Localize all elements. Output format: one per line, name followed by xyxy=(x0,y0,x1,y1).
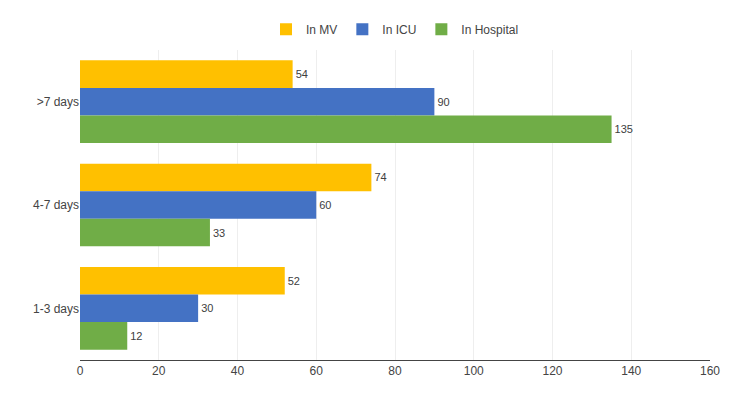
svg-text:30: 30 xyxy=(201,302,213,314)
svg-text:52: 52 xyxy=(288,275,300,287)
svg-text:90: 90 xyxy=(437,96,449,108)
svg-text:120: 120 xyxy=(542,364,562,378)
svg-text:100: 100 xyxy=(464,364,484,378)
svg-text:In Hospital: In Hospital xyxy=(461,23,518,37)
svg-text:54: 54 xyxy=(296,68,308,80)
svg-text:0: 0 xyxy=(77,364,84,378)
svg-text:1-3 days: 1-3 days xyxy=(33,302,79,316)
svg-text:160: 160 xyxy=(700,364,720,378)
svg-text:135: 135 xyxy=(615,123,633,135)
svg-text:60: 60 xyxy=(319,199,331,211)
svg-text:60: 60 xyxy=(310,364,324,378)
svg-text:20: 20 xyxy=(152,364,166,378)
svg-text:>7 days: >7 days xyxy=(37,95,79,109)
svg-text:12: 12 xyxy=(130,330,142,342)
svg-text:40: 40 xyxy=(231,364,245,378)
svg-text:In MV: In MV xyxy=(306,23,337,37)
svg-text:74: 74 xyxy=(374,171,386,183)
svg-text:In ICU: In ICU xyxy=(382,23,416,37)
svg-text:33: 33 xyxy=(213,227,225,239)
svg-text:140: 140 xyxy=(621,364,641,378)
svg-text:80: 80 xyxy=(388,364,402,378)
svg-text:4-7 days: 4-7 days xyxy=(33,198,79,212)
